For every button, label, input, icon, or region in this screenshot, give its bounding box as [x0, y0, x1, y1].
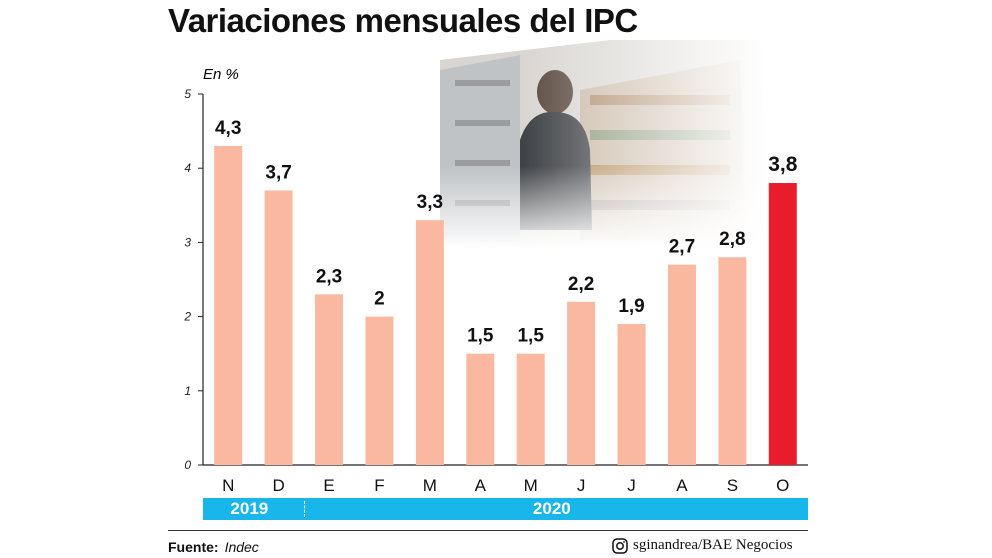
- x-tick-label: S: [727, 476, 738, 495]
- x-tick-label: A: [676, 476, 688, 495]
- supermarket-photo: [440, 40, 770, 250]
- bar-value-label: 2,2: [568, 274, 594, 295]
- year-band: 2019 2020: [203, 498, 808, 520]
- bar-m-4: [415, 220, 444, 465]
- year-label-2020: 2020: [532, 499, 571, 518]
- y-tick-label: 0: [184, 458, 191, 472]
- y-tick-label: 4: [184, 161, 191, 175]
- year-divider: [303, 501, 305, 517]
- y-tick-label: 2: [183, 310, 191, 324]
- footer-rule: [168, 530, 808, 531]
- bar-value-label: 1,9: [618, 296, 644, 317]
- x-tick-label: M: [524, 476, 538, 495]
- bar-value-label: 4,3: [215, 118, 241, 139]
- bar-f-3: [365, 316, 394, 465]
- x-tick-label: N: [222, 476, 234, 495]
- y-axis-label: En %: [203, 66, 239, 83]
- bar-e-2: [315, 294, 344, 465]
- x-tick-label: O: [776, 476, 789, 495]
- credit-line: sginandrea/BAE Negocios: [612, 537, 793, 554]
- credit-text: sginandrea/BAE Negocios: [633, 537, 793, 553]
- source-line: Fuente: Indec: [168, 539, 259, 555]
- bar-s-10: [718, 257, 747, 465]
- bar-value-label: 2,7: [669, 237, 695, 258]
- source-value: Indec: [224, 539, 259, 555]
- x-tick-label: M: [423, 476, 437, 495]
- bar-value-label: 3,8: [768, 153, 798, 176]
- bar-j-8: [617, 324, 646, 465]
- x-tick-label: D: [272, 476, 284, 495]
- y-tick-label: 3: [184, 235, 191, 249]
- bar-value-label: 3,7: [265, 162, 291, 183]
- bar-value-label: 1,5: [517, 326, 544, 347]
- bar-value-label: 2,3: [316, 266, 342, 287]
- bar-n-0: [214, 145, 243, 465]
- x-tick-label: J: [577, 476, 586, 495]
- source-label: Fuente:: [168, 539, 219, 555]
- x-tick-label: E: [323, 476, 334, 495]
- y-tick-label: 1: [184, 384, 191, 398]
- x-tick-label: A: [475, 476, 487, 495]
- bar-value-label: 3,3: [417, 192, 443, 213]
- year-label-2019: 2019: [230, 499, 269, 518]
- instagram-icon: [612, 537, 628, 554]
- bar-m-6: [516, 353, 545, 465]
- bar-value-label: 1,5: [467, 326, 494, 347]
- bar-a-9: [667, 264, 696, 465]
- x-tick-label: J: [627, 476, 636, 495]
- bar-o-11: [768, 183, 797, 466]
- bar-value-label: 2,8: [719, 229, 745, 250]
- bar-d-1: [264, 190, 293, 465]
- bar-chart: En % 0 1 2 3 4 5 4,3 N 3,7 D 2,3 E 2 F 3,3 M 1,5 A 1,5 M 2,2…: [183, 40, 808, 495]
- bar-j-7: [567, 301, 596, 465]
- chart-title: Variaciones mensuales del IPC: [168, 2, 638, 39]
- x-tick-label: F: [374, 476, 384, 495]
- y-tick-label: 5: [184, 87, 191, 101]
- bar-a-5: [466, 353, 495, 465]
- bar-value-label: 2: [374, 289, 385, 310]
